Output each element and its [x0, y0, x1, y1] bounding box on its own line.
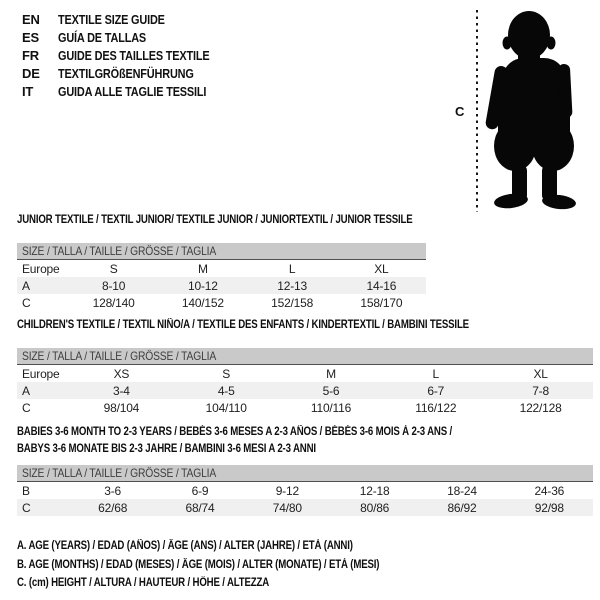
childrens-textile-table: CHILDREN'S TEXTILE / TEXTIL NIÑO/A / TEX… [17, 319, 593, 416]
language-title: TEXTILGRÖßENFÜHRUNG [58, 65, 194, 81]
language-row-es: ES GUÍA DE TALLAS [22, 28, 238, 46]
cell: S [109, 261, 118, 276]
table-row-age: A 3-4 4-5 5-6 6-7 7-8 [17, 382, 593, 399]
cell: 116/122 [415, 400, 457, 415]
toddler-silhouette-image [485, 11, 576, 210]
table-row-months: B 3-6 6-9 9-12 12-18 18-24 24-36 [17, 482, 593, 499]
language-code: EN [22, 11, 40, 27]
cell: 24-36 [534, 483, 565, 498]
row-label: C [22, 295, 31, 310]
cell: L [288, 261, 296, 276]
row-label: A [22, 383, 30, 398]
row-label: Europe [22, 366, 60, 381]
cell: 8-10 [102, 278, 126, 293]
language-code: FR [22, 47, 39, 63]
row-label: A [22, 278, 30, 293]
legend-line-a: A. AGE (YEARS) / EDAD (AÑOS) / ÂGE (ANS)… [17, 540, 353, 552]
table-row-height: C 128/140 140/152 152/158 158/170 [17, 294, 426, 311]
cell: XL [374, 261, 389, 276]
cell: XL [533, 366, 548, 381]
language-title: TEXTILE SIZE GUIDE [58, 11, 165, 27]
table-title-line2: BABYS 3-6 MONATE BIS 2-3 JAHRE / BAMBINI… [17, 443, 316, 455]
language-row-it: IT GUIDA ALLE TAGLIE TESSILI [22, 82, 238, 100]
cell: 5-6 [322, 383, 340, 398]
cell: 158/170 [360, 295, 403, 310]
cell: L [432, 366, 440, 381]
height-marker-label: C [455, 104, 465, 119]
language-title: GUIDA ALLE TAGLIE TESSILI [58, 83, 207, 99]
cell: 98/104 [103, 400, 140, 415]
cell: 6-7 [427, 383, 445, 398]
cell: 68/74 [185, 500, 215, 515]
cell: 12-18 [359, 483, 390, 498]
height-dotted-line [476, 10, 478, 212]
cell: 12-13 [277, 278, 307, 293]
cell: 140/152 [181, 295, 224, 310]
table-row-europe: Europe XS S M L XL [17, 365, 593, 382]
row-label: C [22, 400, 31, 415]
junior-textile-table: JUNIOR TEXTILE / TEXTIL JUNIOR/ TEXTILE … [17, 214, 426, 311]
row-label: Europe [22, 261, 60, 276]
language-code: IT [22, 83, 34, 99]
cell: 9-12 [275, 483, 299, 498]
language-code: ES [22, 29, 39, 45]
table-row-europe: Europe S M L XL [17, 260, 426, 277]
language-row-en: EN TEXTILE SIZE GUIDE [22, 10, 238, 28]
cell: XS [113, 366, 130, 381]
cell: 14-16 [366, 278, 397, 293]
language-row-fr: FR GUIDE DES TAILLES TEXTILE [22, 46, 238, 64]
cell: 3-4 [113, 383, 130, 398]
cell: 62/68 [98, 500, 128, 515]
table-title-line1: BABIES 3-6 MONTH TO 2-3 YEARS / BEBÉS 3-… [17, 426, 453, 438]
size-header-bar: SIZE / TALLA / TAILLE / GRÖSSE / TAGLIA [17, 243, 426, 260]
cell: 4-5 [217, 383, 235, 398]
language-title: GUÍA DE TALLAS [58, 29, 147, 45]
language-title-list: EN TEXTILE SIZE GUIDE ES GUÍA DE TALLAS … [22, 10, 238, 100]
row-label: C [22, 500, 31, 515]
babies-textile-table: BABIES 3-6 MONTH TO 2-3 YEARS / BEBÉS 3-… [17, 426, 593, 516]
legend-line-b: B. AGE (MONTHS) / EDAD (MESES) / ÂGE (MO… [17, 558, 380, 571]
row-label: B [22, 483, 30, 498]
language-row-de: DE TEXTILGRÖßENFÜHRUNG [22, 64, 238, 82]
cell: 86/92 [447, 500, 477, 515]
cell: 3-6 [104, 483, 122, 498]
table-row-height: C 62/68 68/74 74/80 80/86 86/92 92/98 [17, 499, 593, 516]
cell: 122/128 [519, 400, 562, 415]
table-title: CHILDREN'S TEXTILE / TEXTIL NIÑO/A / TEX… [17, 319, 469, 331]
cell: 6-9 [191, 483, 209, 498]
cell: 18-24 [447, 483, 477, 498]
cell: 92/98 [534, 500, 564, 515]
cell: S [222, 366, 231, 381]
cell: 74/80 [272, 500, 302, 515]
cell: 7-8 [532, 383, 549, 398]
size-header-bar: SIZE / TALLA / TAILLE / GRÖSSE / TAGLIA [17, 465, 593, 482]
table-row-height: C 98/104 104/110 110/116 116/122 122/128 [17, 399, 593, 416]
legend: A. AGE (YEARS) / EDAD (AÑOS) / ÂGE (ANS)… [17, 537, 448, 593]
cell: M [326, 366, 336, 381]
language-code: DE [22, 65, 40, 81]
cell: M [197, 261, 208, 276]
cell: 104/110 [205, 400, 247, 415]
table-row-age: A 8-10 10-12 12-13 14-16 [17, 277, 426, 294]
cell: 80/86 [360, 500, 390, 515]
cell: 110/116 [310, 400, 352, 415]
table-title: JUNIOR TEXTILE / TEXTIL JUNIOR/ TEXTILE … [17, 214, 413, 226]
cell: 128/140 [92, 295, 135, 310]
size-header-bar: SIZE / TALLA / TAILLE / GRÖSSE / TAGLIA [17, 348, 593, 365]
legend-line-c: C. (cm) HEIGHT / ALTURA / HAUTEUR / HÖHE… [17, 577, 270, 589]
language-title: GUIDE DES TAILLES TEXTILE [58, 47, 210, 63]
cell: 10-12 [188, 278, 218, 293]
cell: 152/158 [271, 295, 314, 310]
